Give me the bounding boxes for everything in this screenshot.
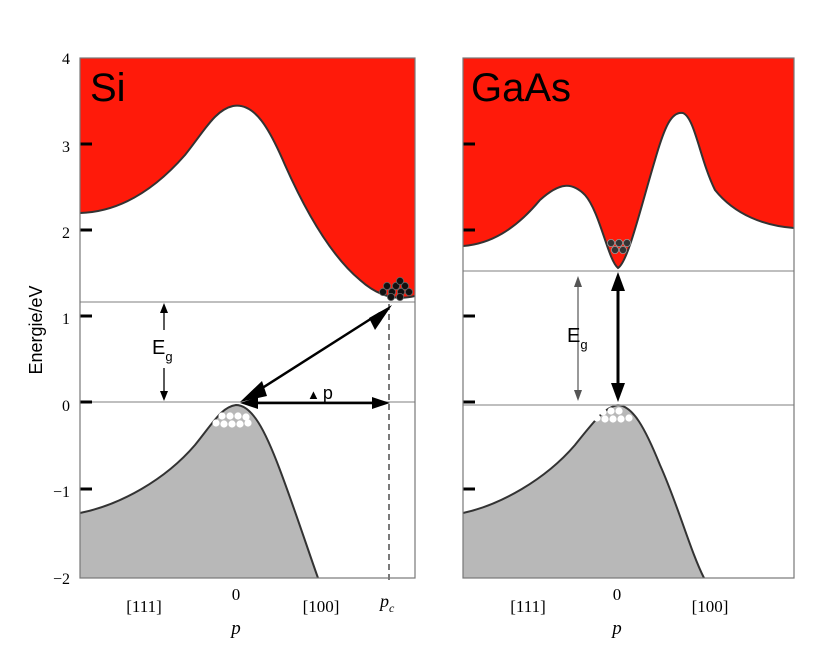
y-tick-minus2: −2 bbox=[53, 571, 70, 588]
y-axis-ticks: 4 3 2 1 0 −1 −2 bbox=[53, 51, 70, 588]
gaas-gap-arrow bbox=[574, 276, 582, 401]
y-tick-minus1: −1 bbox=[53, 484, 70, 501]
si-gap-arrow bbox=[160, 303, 168, 401]
gaas-x-axis-label: p bbox=[610, 618, 622, 639]
y-tick-2: 2 bbox=[62, 225, 70, 242]
si-conduction-band bbox=[80, 58, 415, 298]
gaas-x-tick-100: [100] bbox=[692, 597, 729, 616]
si-electrons bbox=[378, 276, 413, 301]
si-valence-band-edge bbox=[79, 403, 319, 579]
si-x-tick-111: [111] bbox=[126, 597, 162, 616]
gaas-y-tick-marks bbox=[463, 142, 475, 491]
si-material-label: Si bbox=[90, 66, 126, 110]
gaas-x-tick-111: [111] bbox=[510, 597, 546, 616]
gaas-panel-frame bbox=[462, 57, 795, 579]
si-valence-band bbox=[80, 405, 318, 578]
si-momentum-label: ▲ p bbox=[307, 383, 333, 403]
gaas-material-label: GaAs bbox=[471, 66, 571, 110]
gaas-holes bbox=[593, 407, 633, 423]
y-tick-0: 0 bbox=[62, 398, 70, 415]
si-holes bbox=[212, 412, 252, 428]
y-tick-4: 4 bbox=[62, 51, 70, 68]
gaas-conduction-band bbox=[463, 58, 794, 268]
y-tick-3: 3 bbox=[62, 139, 70, 156]
gaas-gap-label: Eg bbox=[567, 325, 588, 352]
si-x-axis-label: p bbox=[229, 618, 241, 639]
si-conduction-band-edge bbox=[79, 104, 416, 299]
si-indirect-transition-arrow bbox=[240, 305, 392, 402]
si-panel-frame bbox=[79, 57, 416, 579]
si-gap-label: Eg bbox=[152, 337, 173, 364]
panel-gaas: Eg GaAs bbox=[462, 57, 795, 639]
si-x-tick-0: 0 bbox=[232, 585, 241, 604]
y-axis-label: Energie/eV bbox=[26, 285, 46, 374]
gaas-valence-band bbox=[463, 405, 704, 578]
panel-si: Eg ▲ p bbox=[79, 57, 416, 639]
gaas-direct-transition-arrow bbox=[611, 272, 625, 402]
gaas-electrons bbox=[607, 238, 632, 254]
si-momentum-arrow bbox=[240, 397, 390, 409]
gaas-x-tick-0: 0 bbox=[613, 585, 622, 604]
si-y-tick-marks bbox=[80, 142, 92, 491]
gaas-conduction-band-edge bbox=[462, 111, 795, 270]
si-x-tick-pc: pc bbox=[378, 591, 395, 615]
si-x-tick-100: [100] bbox=[303, 597, 340, 616]
y-tick-1: 1 bbox=[62, 311, 70, 328]
